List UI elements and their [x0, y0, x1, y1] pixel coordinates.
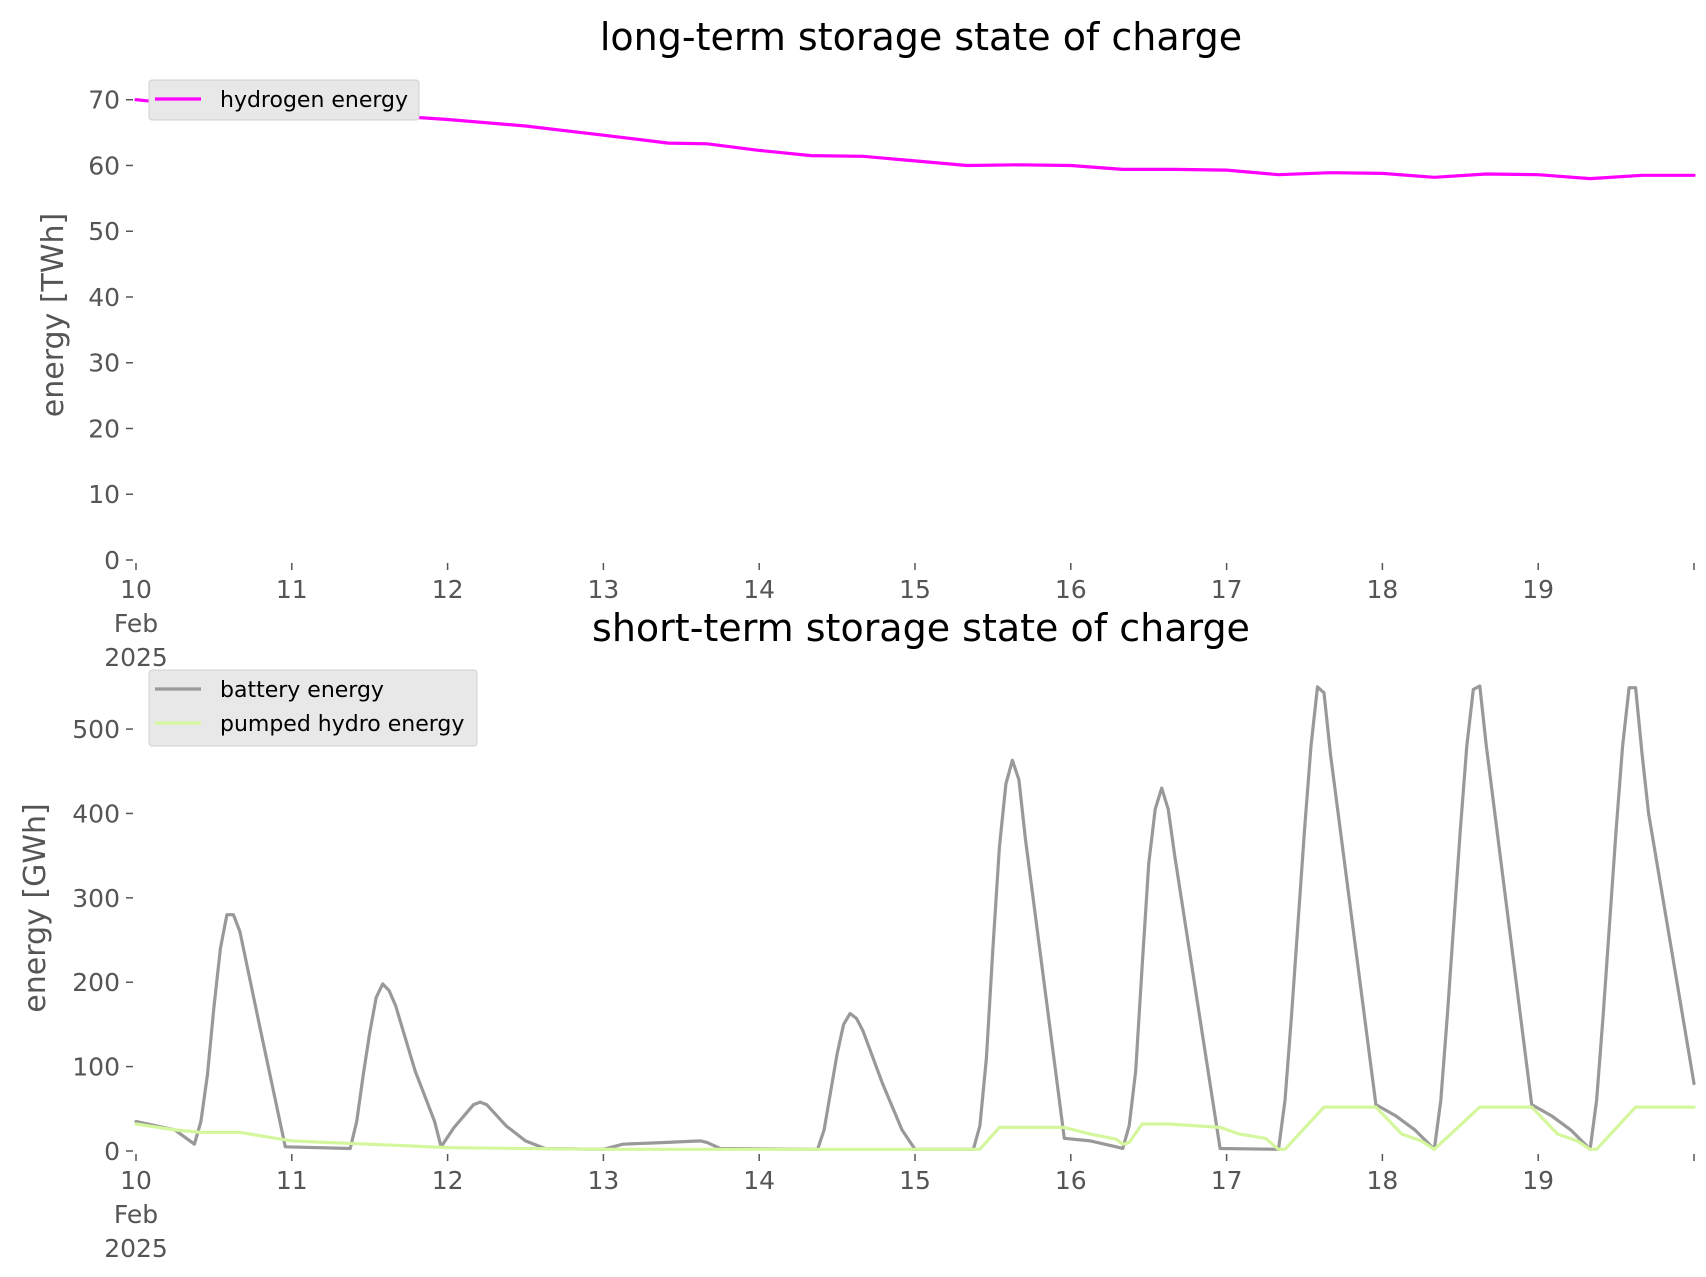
legend-label: battery energy [220, 678, 384, 703]
series-lines [134, 684, 1696, 1151]
series-line-1 [134, 1105, 1696, 1151]
y-tick-label: 30 [88, 349, 120, 378]
chart-title: long-term storage state of charge [600, 15, 1242, 59]
y-tick-label: 500 [72, 715, 120, 744]
x-tick-label: 11 [276, 575, 308, 604]
chart-title: short-term storage state of charge [592, 606, 1250, 650]
x-tick-label: 13 [587, 1166, 619, 1195]
y-tick-label: 0 [104, 1137, 120, 1166]
y-tick-label: 300 [72, 884, 120, 913]
x-tick-label: 2025 [104, 1234, 168, 1263]
chart-short-term: short-term storage state of charge energ… [18, 606, 1696, 1263]
x-tick-label: 14 [743, 1166, 775, 1195]
y-axis-label: energy [GWh] [18, 803, 53, 1012]
y-tick-label: 70 [88, 86, 120, 115]
x-tick-label: 10 [120, 575, 152, 604]
x-tick-label: 18 [1366, 575, 1398, 604]
x-tick-label: 16 [1055, 1166, 1087, 1195]
y-ticks: 0 100 200 300 400 500 [72, 715, 133, 1166]
y-tick-label: 100 [72, 1053, 120, 1082]
x-tick-label: Feb [114, 609, 158, 638]
x-tick-label: 18 [1366, 1166, 1398, 1195]
y-tick-label: 400 [72, 799, 120, 828]
x-ticks: 10 Feb 2025 11 12 13 14 15 16 17 18 19 [104, 1154, 1695, 1263]
legend-box [148, 79, 420, 121]
series-line-0 [134, 684, 1696, 1151]
x-tick-label: 13 [587, 575, 619, 604]
x-ticks: 10 Feb 2025 11 12 13 14 15 16 17 18 19 [104, 563, 1695, 672]
x-tick-label: 12 [432, 575, 464, 604]
legend-box [148, 669, 478, 747]
legend-label: pumped hydro energy [220, 712, 464, 737]
x-tick-label: 19 [1522, 575, 1554, 604]
x-tick-label: 11 [276, 1166, 308, 1195]
series-line-0 [134, 98, 1696, 181]
y-tick-label: 20 [88, 414, 120, 443]
legend-label: hydrogen energy [220, 88, 408, 113]
y-ticks: 0 10 20 30 40 50 60 70 [88, 86, 133, 575]
x-tick-label: 19 [1522, 1166, 1554, 1195]
y-tick-label: 200 [72, 968, 120, 997]
x-tick-label: 12 [432, 1166, 464, 1195]
legend: hydrogen energy [148, 79, 420, 121]
x-tick-label: 10 [120, 1166, 152, 1195]
y-tick-label: 0 [104, 546, 120, 575]
x-tick-label: 17 [1211, 1166, 1243, 1195]
chart-long-term: long-term storage state of charge energy… [36, 15, 1696, 672]
y-tick-label: 40 [88, 283, 120, 312]
x-tick-label: 15 [899, 575, 931, 604]
x-tick-label: 2025 [104, 643, 168, 672]
y-tick-label: 60 [88, 151, 120, 180]
legend: battery energy pumped hydro energy [148, 669, 478, 747]
x-tick-label: Feb [114, 1200, 158, 1229]
x-tick-label: 14 [743, 575, 775, 604]
series-lines [134, 98, 1696, 181]
y-axis-label: energy [TWh] [36, 213, 71, 417]
y-tick-label: 10 [88, 480, 120, 509]
x-tick-label: 15 [899, 1166, 931, 1195]
y-tick-label: 50 [88, 217, 120, 246]
x-tick-label: 17 [1211, 575, 1243, 604]
x-tick-label: 16 [1055, 575, 1087, 604]
